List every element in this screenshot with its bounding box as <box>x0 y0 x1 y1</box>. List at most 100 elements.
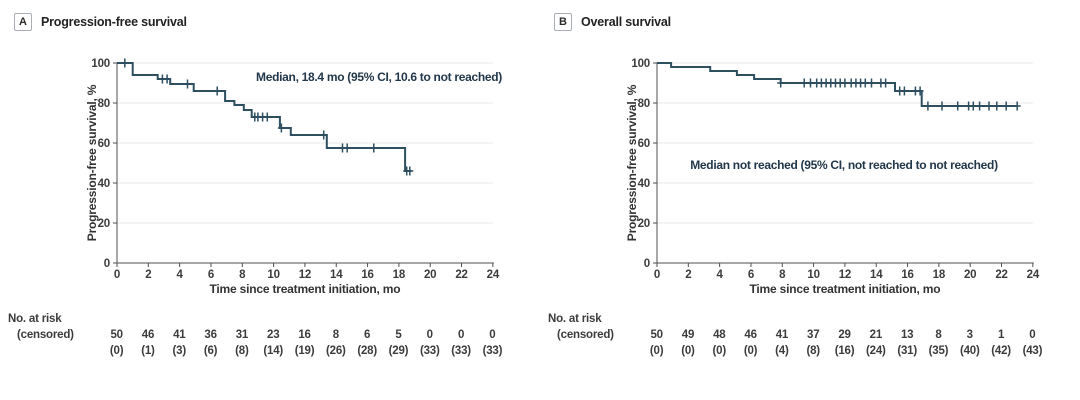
censored-count: (3) <box>172 345 187 357</box>
censored-count: (19) <box>294 345 315 357</box>
y-tick-label: 0 <box>104 258 110 270</box>
y-tick-label: 20 <box>638 218 650 230</box>
panel-letter-badge: A <box>14 13 32 31</box>
km-survival-curve <box>657 62 1018 107</box>
at-risk-count: 1 <box>997 329 1005 341</box>
at-risk-row: 50 46 41 36 31 23 16 8 6 5 0 0 0 <box>101 329 508 341</box>
at-risk-row: 50 49 48 46 41 37 29 21 13 8 3 1 0 <box>641 329 1048 341</box>
x-tick-label: 18 <box>393 269 406 281</box>
at-risk-count: 6 <box>364 329 371 341</box>
panel-title: Overall survival <box>581 15 671 29</box>
at-risk-count: 16 <box>298 329 311 341</box>
y-tick-label: 100 <box>91 58 110 70</box>
x-tick-label: 24 <box>487 269 500 281</box>
censored-count: (0) <box>649 345 664 357</box>
at-risk-count: 37 <box>807 329 820 341</box>
median-annotation: Median not reached (95% CI, not reached … <box>690 158 998 172</box>
censored-count: (8) <box>806 345 820 357</box>
x-tick-label: 8 <box>239 269 246 281</box>
x-tick-label: 12 <box>839 269 851 281</box>
x-tick-label: 4 <box>177 269 184 281</box>
censored-count: (28) <box>357 345 377 357</box>
at-risk-count: 36 <box>204 329 217 341</box>
censored-count: (33) <box>451 345 471 357</box>
at-risk-count: 3 <box>966 329 973 341</box>
x-axis-title: Time since treatment initiation, mo <box>210 282 401 296</box>
at-risk-count: 41 <box>173 329 186 341</box>
censored-count: (24) <box>866 345 886 357</box>
x-tick-label: 14 <box>330 269 343 281</box>
panel-a-header: A Progression-free survival <box>14 13 187 31</box>
at-risk-count: 49 <box>681 329 695 341</box>
at-risk-count: 23 <box>267 329 280 341</box>
x-tick-label: 16 <box>901 269 913 281</box>
censored-count: (8) <box>235 345 249 357</box>
censored-count: (1) <box>141 345 155 357</box>
censored-row: (0) (1) (3) (6) (8) (14) (19) (26) (28) (29) (33) (… <box>101 345 508 357</box>
x-tick-label: 10 <box>267 269 279 281</box>
x-tick-label: 24 <box>1027 269 1040 281</box>
x-tick-label: 14 <box>870 269 883 281</box>
x-tick-label: 6 <box>208 269 214 281</box>
x-tick-label: 20 <box>424 269 436 281</box>
censored-count: (40) <box>959 345 980 357</box>
at-risk-count: 13 <box>900 329 914 341</box>
at-risk-count: 31 <box>235 329 249 341</box>
at-risk-count: 46 <box>141 329 155 341</box>
censored-count: (29) <box>388 345 409 357</box>
panel-progression-free-survival: A Progression-free survival 0 2 4 6 8 10 12 14 1… <box>8 13 508 357</box>
panel-letter-badge: B <box>554 13 572 31</box>
at-risk-count: 0 <box>426 329 433 341</box>
at-risk-count: 50 <box>650 329 663 341</box>
x-tick-label: 8 <box>779 269 786 281</box>
at-risk-count: 41 <box>775 329 789 341</box>
at-risk-count: 29 <box>838 329 851 341</box>
y-axis-title: Progression-free survival, % <box>625 84 639 241</box>
censored-count: (6) <box>203 345 218 357</box>
x-tick-label: 4 <box>717 269 724 281</box>
censored-count: (0) <box>109 345 124 357</box>
x-tick-label: 20 <box>964 269 976 281</box>
y-tick-label: 80 <box>638 98 650 110</box>
x-tick-label: 16 <box>361 269 373 281</box>
panel-title: Progression-free survival <box>41 15 187 29</box>
x-tick-label: 18 <box>933 269 946 281</box>
censored-count: (16) <box>834 345 855 357</box>
at-risk-count: 8 <box>332 329 339 341</box>
censored-label: (censored) <box>557 329 614 341</box>
at-risk-count: 0 <box>457 329 465 341</box>
censored-count: (35) <box>928 345 949 357</box>
panel-overall-survival: B Overall survival 0 2 4 6 8 10 12 14 16 18 20 22 24… <box>540 0 1080 400</box>
censored-count: (42) <box>991 345 1011 357</box>
y-tick-label: 100 <box>631 58 650 70</box>
y-axis-title: Progression-free survival, % <box>85 84 99 241</box>
x-tick-label: 2 <box>145 269 151 281</box>
censor-marks <box>121 58 414 176</box>
censored-count: (31) <box>897 345 917 357</box>
x-tick-label: 22 <box>455 269 467 281</box>
at-risk-count: 8 <box>935 329 942 341</box>
x-tick-label: 0 <box>114 269 120 281</box>
x-tick-label: 22 <box>995 269 1007 281</box>
at-risk-count: 46 <box>744 329 757 341</box>
y-tick-label: 20 <box>98 218 110 230</box>
censored-count: (0) <box>681 345 695 357</box>
at-risk-count: 48 <box>713 329 726 341</box>
censored-count: (4) <box>775 345 789 357</box>
y-tick-label: 40 <box>98 178 110 190</box>
y-tick-label: 60 <box>638 138 650 150</box>
at-risk-count: 50 <box>110 329 123 341</box>
panel-b-header: B Overall survival <box>554 13 671 31</box>
censored-count: (33) <box>419 345 440 357</box>
censored-count: (0) <box>743 345 758 357</box>
x-tick-label: 10 <box>807 269 819 281</box>
at-risk-label: No. at risk <box>548 313 602 325</box>
at-risk-count: 0 <box>1029 329 1036 341</box>
x-tick-label: 0 <box>654 269 660 281</box>
at-risk-count: 21 <box>869 329 883 341</box>
y-tick-label: 80 <box>98 98 110 110</box>
y-tick-label: 40 <box>638 178 650 190</box>
